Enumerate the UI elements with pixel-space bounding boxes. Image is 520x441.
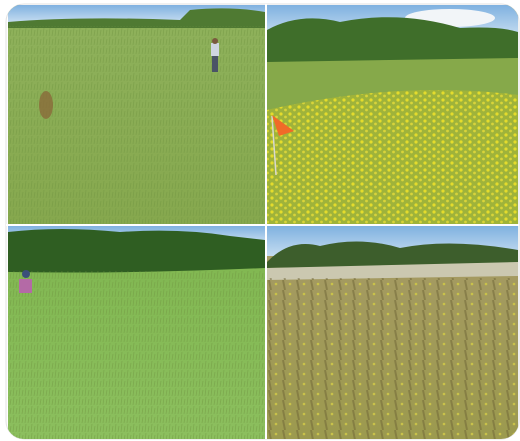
bare-strip (267, 262, 518, 280)
grass-texture (8, 26, 265, 224)
weed (39, 91, 53, 119)
meadow (267, 58, 518, 110)
tree-line (267, 17, 518, 62)
photo-top-left (8, 5, 265, 224)
crop-rows (267, 278, 518, 439)
tree-line (8, 8, 265, 28)
yellow-flowers (267, 90, 518, 224)
tree-line (267, 241, 518, 268)
photos (6, 4, 519, 439)
photo-bottom-left (8, 226, 265, 439)
divider (6, 224, 519, 226)
person-head (212, 38, 218, 44)
flag-pole (271, 115, 277, 176)
photo-top-right (267, 5, 518, 224)
grass-texture (8, 270, 265, 439)
person-legs (212, 56, 218, 72)
person-head (22, 270, 30, 278)
person (19, 279, 32, 293)
flag (272, 115, 294, 136)
tree-line (8, 229, 265, 273)
photo-bottom-right (267, 226, 518, 439)
divider (265, 4, 267, 439)
person (211, 43, 219, 56)
